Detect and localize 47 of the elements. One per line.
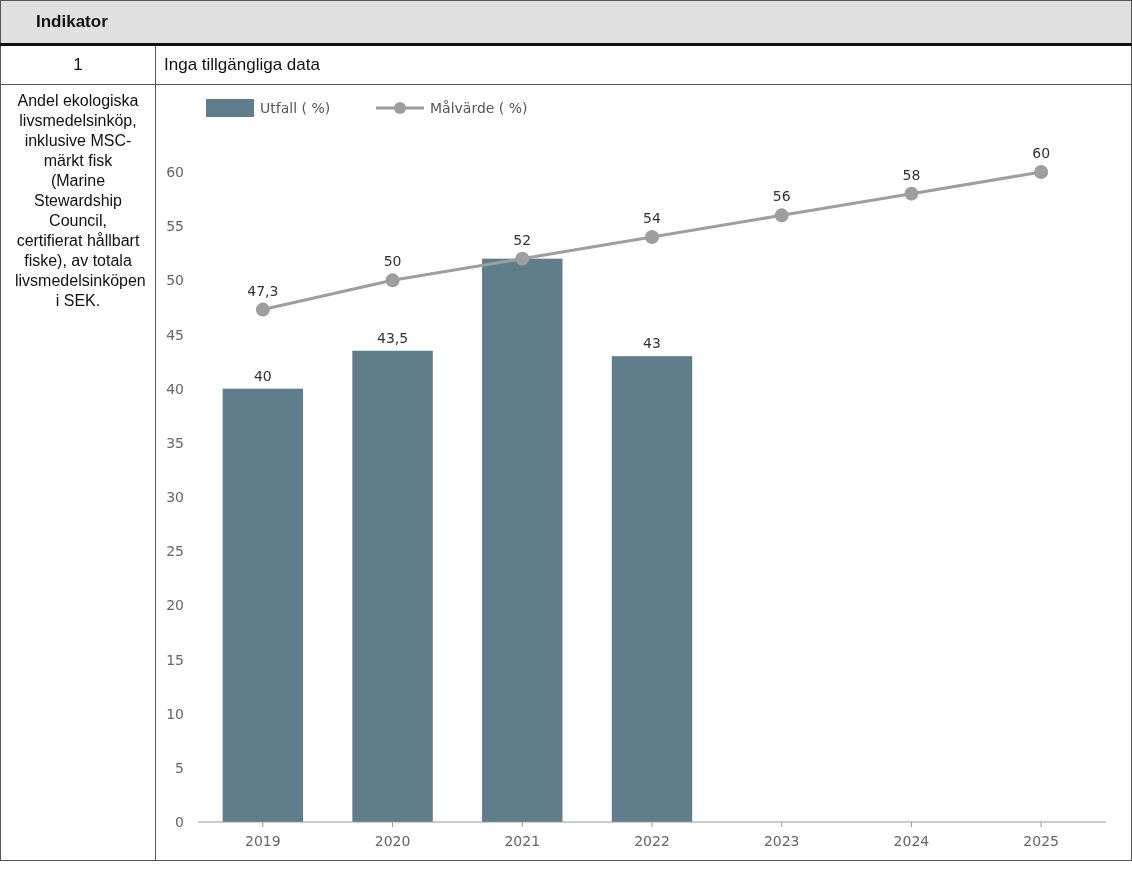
x-tick-label: 2023 (763, 833, 800, 849)
data-label: 47,3 (247, 282, 279, 299)
x-tick-label: 2025 (1023, 833, 1059, 849)
x-tick-label: 2020 (374, 833, 411, 849)
bar (482, 258, 563, 822)
x-tick-label: 2019 (245, 833, 281, 849)
data-label: 43 (643, 335, 661, 352)
data-label: 52 (513, 231, 532, 248)
x-tick-label: 2021 (504, 833, 541, 849)
legend-label: Målvärde ( %) (430, 100, 528, 116)
y-tick-label: 40 (166, 380, 184, 397)
data-label: 40 (253, 367, 272, 384)
legend-label: Utfall ( %) (260, 100, 331, 116)
point (645, 230, 659, 244)
chart-title: Indikator (0, 0, 1132, 45)
y-tick-label: 60 (166, 164, 184, 180)
point (385, 273, 400, 288)
point (904, 186, 919, 201)
point (1034, 165, 1049, 179)
data-label: 54 (643, 210, 661, 226)
bar (611, 356, 693, 822)
bar (352, 350, 433, 822)
bar (222, 388, 304, 822)
y-tick-label: 15 (166, 651, 184, 668)
text: Andel ekologiska livsmedelsinköp, inklusive MSC-märkt fisk (Marine Stewardship Council, certifierat hållbart fiske), av totala livsmedelsinköpen i SEK. (15, 92, 146, 309)
point (515, 251, 530, 266)
data-label: 60 (1032, 145, 1051, 161)
x-tick-label: 2022 (634, 833, 670, 849)
x-tick-label: 2024 (893, 833, 930, 849)
data-label: 58 (902, 166, 921, 183)
y-tick-label: 20 (166, 597, 184, 614)
y-tick-label: 25 (166, 543, 184, 560)
data-label: 43,5 (376, 329, 409, 346)
y-tick-label: 5 (175, 759, 184, 776)
data-label: 56 (772, 188, 791, 205)
text: Inga tillgängliga data (155, 44, 1132, 85)
point (255, 302, 270, 317)
y-tick-label: 55 (166, 218, 184, 235)
y-tick-label: 50 (166, 272, 184, 289)
y-tick-label: 30 (166, 489, 184, 505)
y-tick-label: 10 (166, 705, 184, 722)
y-tick-label: 35 (166, 434, 184, 451)
data-label: 50 (383, 253, 402, 270)
text: 1 (0, 44, 156, 85)
y-tick-label: 45 (166, 326, 184, 343)
y-tick-label: 0 (175, 814, 184, 830)
point (774, 208, 789, 223)
